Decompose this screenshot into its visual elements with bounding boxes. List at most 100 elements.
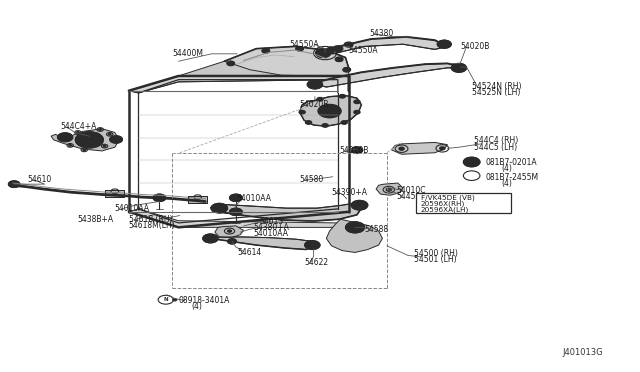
Circle shape [441, 42, 447, 46]
Circle shape [76, 132, 103, 148]
Circle shape [316, 49, 331, 58]
Circle shape [99, 129, 101, 130]
Circle shape [319, 50, 328, 55]
Circle shape [322, 124, 328, 127]
Circle shape [305, 121, 312, 124]
Circle shape [83, 136, 96, 144]
Text: 5438B+A: 5438B+A [78, 215, 114, 224]
Circle shape [335, 57, 343, 62]
Circle shape [299, 110, 305, 114]
Text: 54550A: 54550A [289, 40, 319, 49]
Circle shape [463, 157, 480, 167]
Text: 54010AA: 54010AA [236, 195, 271, 203]
Polygon shape [179, 54, 349, 76]
Circle shape [351, 225, 360, 230]
Text: 081B7-2455M: 081B7-2455M [486, 173, 539, 182]
Text: 081B7-0201A: 081B7-0201A [486, 158, 538, 167]
Text: (4): (4) [502, 164, 513, 173]
Polygon shape [51, 129, 119, 151]
Polygon shape [312, 63, 460, 87]
Text: 54580: 54580 [300, 175, 324, 184]
Text: 20596XA(LH): 20596XA(LH) [420, 206, 469, 212]
Polygon shape [105, 190, 124, 197]
Circle shape [296, 46, 303, 51]
Circle shape [437, 40, 451, 48]
Text: 54010B: 54010B [339, 146, 369, 155]
Text: J401013G: J401013G [562, 349, 603, 357]
Circle shape [456, 66, 462, 70]
Polygon shape [205, 237, 315, 250]
Text: (4): (4) [191, 302, 202, 311]
Circle shape [203, 234, 218, 243]
Circle shape [8, 181, 20, 187]
Circle shape [77, 132, 79, 133]
Circle shape [228, 230, 232, 232]
Text: 54525N (LH): 54525N (LH) [472, 89, 520, 97]
Polygon shape [300, 96, 362, 126]
Text: 54613: 54613 [259, 217, 284, 225]
Circle shape [262, 49, 269, 53]
Circle shape [351, 201, 368, 210]
Polygon shape [211, 203, 362, 221]
Circle shape [109, 136, 122, 143]
Text: 54614: 54614 [237, 248, 261, 257]
Polygon shape [376, 183, 403, 195]
Circle shape [333, 46, 343, 52]
Circle shape [387, 188, 392, 191]
Text: 54010AA: 54010AA [253, 229, 288, 238]
Circle shape [234, 211, 239, 213]
Circle shape [157, 196, 162, 199]
Bar [415, 193, 511, 212]
Circle shape [356, 203, 363, 207]
Text: 54588: 54588 [365, 225, 388, 234]
Text: 54390+A: 54390+A [332, 188, 367, 197]
Text: N: N [163, 297, 168, 302]
Polygon shape [129, 76, 349, 93]
Circle shape [307, 80, 323, 89]
Polygon shape [129, 209, 349, 227]
Text: 54610: 54610 [27, 175, 51, 184]
Circle shape [211, 203, 228, 213]
Circle shape [312, 83, 318, 86]
Polygon shape [215, 226, 244, 238]
Circle shape [153, 194, 166, 202]
Circle shape [305, 241, 320, 250]
Text: 54010C: 54010C [396, 186, 426, 195]
Text: 54010AA: 54010AA [115, 204, 150, 214]
Text: 54622: 54622 [304, 258, 328, 267]
Text: 54380: 54380 [369, 29, 394, 38]
Circle shape [318, 105, 341, 118]
Circle shape [228, 239, 237, 244]
Text: 54524N (RH): 54524N (RH) [472, 82, 521, 91]
Text: F/VK45DE (VB): F/VK45DE (VB) [420, 195, 474, 201]
Text: 54618M(LH): 54618M(LH) [129, 221, 175, 230]
Text: 54459: 54459 [396, 192, 421, 201]
Polygon shape [326, 219, 383, 253]
Text: 544C4 (RH): 544C4 (RH) [474, 137, 518, 145]
Text: 08918-3401A: 08918-3401A [179, 296, 230, 305]
Circle shape [234, 196, 239, 199]
Text: 54020B: 54020B [460, 42, 490, 51]
Polygon shape [225, 46, 349, 76]
Circle shape [343, 67, 351, 72]
Circle shape [339, 94, 346, 98]
Circle shape [58, 133, 73, 142]
Text: 544C4+A: 544C4+A [61, 122, 97, 131]
Polygon shape [188, 196, 207, 203]
Circle shape [346, 222, 365, 233]
Text: 54500 (RH): 54500 (RH) [414, 249, 458, 258]
Text: 54550A: 54550A [349, 46, 378, 55]
Circle shape [327, 47, 336, 52]
Circle shape [324, 108, 335, 114]
Text: 20596X(RH): 20596X(RH) [420, 201, 465, 207]
Circle shape [317, 97, 323, 101]
Circle shape [320, 51, 326, 55]
Circle shape [309, 243, 316, 247]
Circle shape [341, 121, 348, 124]
Circle shape [451, 63, 467, 72]
Circle shape [230, 208, 243, 215]
Text: (4): (4) [502, 179, 513, 188]
Circle shape [344, 42, 353, 47]
Circle shape [319, 50, 327, 55]
Circle shape [216, 206, 223, 210]
